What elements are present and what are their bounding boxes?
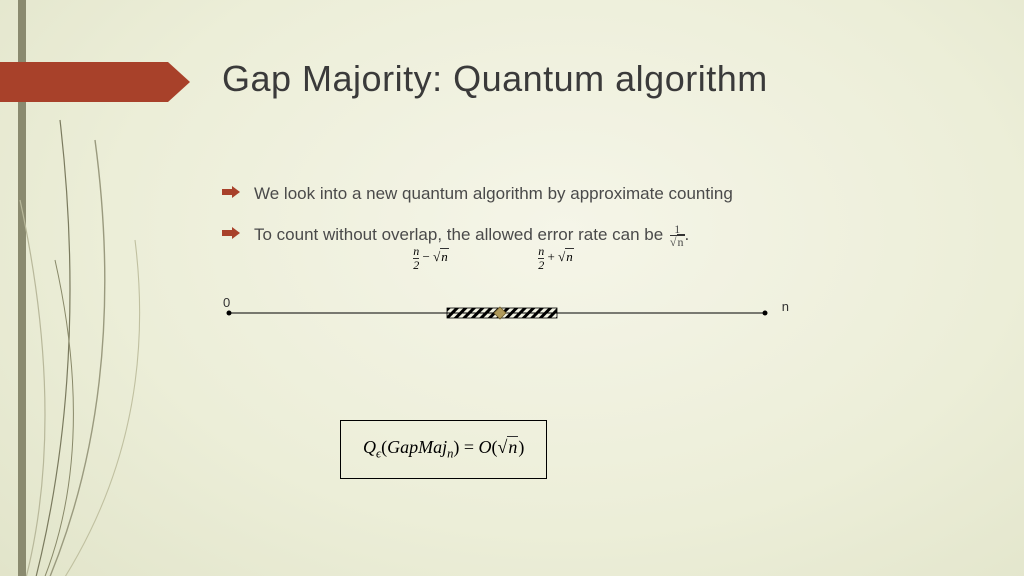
tick-frac-num: n	[538, 245, 544, 258]
result-formula-box: Qϵ(GapMajn) = O(√n)	[340, 420, 547, 479]
bullet-text-prefix: To count without overlap, the allowed er…	[254, 225, 668, 244]
slide-title: Gap Majority: Quantum algorithm	[222, 58, 768, 100]
bullet-arrow-icon	[222, 186, 240, 198]
number-line-diagram: 0 n n2 − √n n2 + √n	[225, 275, 785, 355]
formula-eq: =	[459, 437, 478, 457]
formula-close2: )	[518, 437, 524, 457]
formula-O: O	[479, 437, 492, 457]
bullet-text-suffix: .	[685, 225, 690, 244]
formula-sqrt: √n	[498, 436, 519, 457]
tick-sqrt: √n	[433, 248, 449, 264]
tick-op: +	[548, 249, 555, 264]
tick-frac-den: 2	[413, 258, 419, 272]
tick-frac-num: n	[413, 245, 419, 258]
fraction: 1 √n	[670, 223, 685, 249]
right-tick-label: n2 + √n	[525, 245, 585, 271]
fraction-denominator: √n	[670, 235, 685, 249]
wisp-decoration	[0, 80, 220, 576]
radicand: n	[677, 234, 685, 249]
tick-radicand: n	[440, 248, 449, 264]
left-tick-label: n2 − √n	[400, 245, 460, 271]
formula-fn: GapMaj	[387, 437, 447, 457]
formula-radicand: n	[507, 436, 518, 457]
tick-frac-den: 2	[538, 258, 544, 272]
bullet-arrow-icon	[222, 227, 240, 239]
tick-op: −	[423, 249, 430, 264]
formula-Q: Q	[363, 437, 376, 457]
tick-radicand: n	[565, 248, 574, 264]
bullet-text: We look into a new quantum algorithm by …	[254, 180, 733, 207]
tick-sqrt: √n	[558, 248, 574, 264]
bullet-text: To count without overlap, the allowed er…	[254, 221, 689, 249]
title-arrow-shape	[0, 62, 190, 102]
bullet-item: We look into a new quantum algorithm by …	[222, 180, 942, 207]
number-line-svg	[225, 275, 785, 335]
